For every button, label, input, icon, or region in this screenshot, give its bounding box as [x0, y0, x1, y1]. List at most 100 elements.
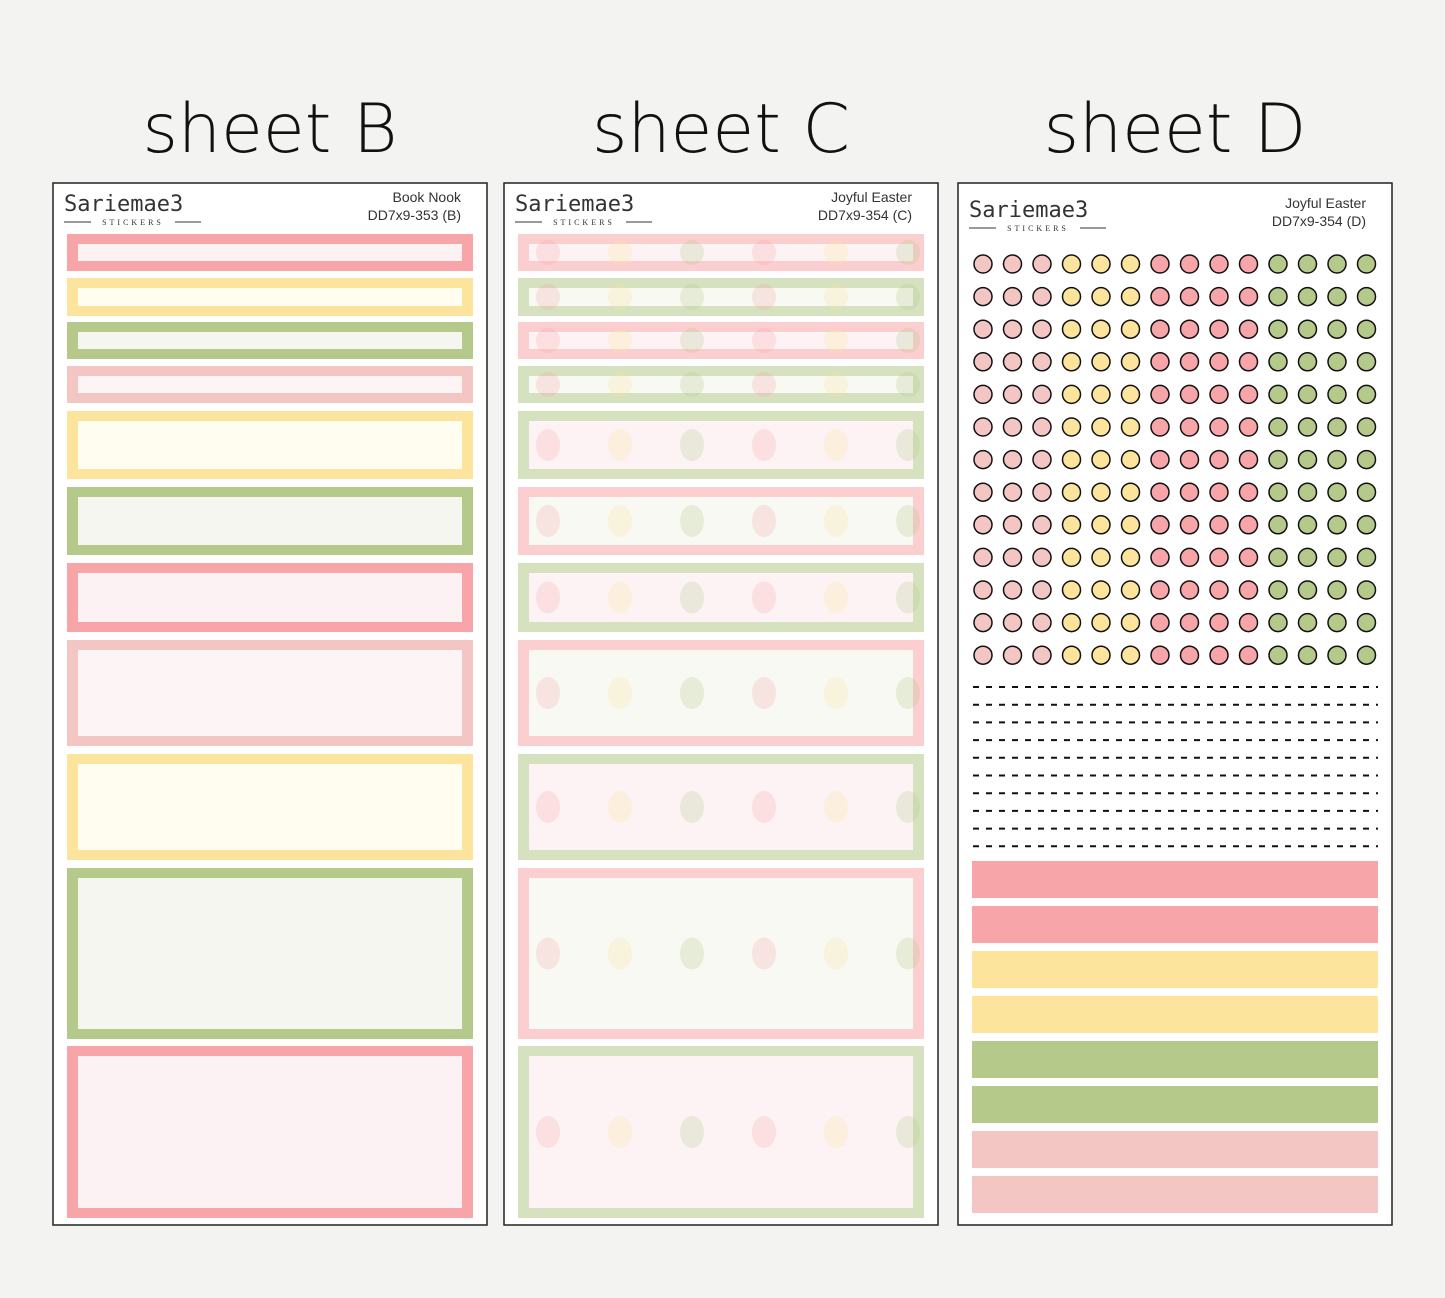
washi-strip [972, 906, 1378, 943]
sticker-box-inner [529, 497, 913, 545]
dot-sticker [1179, 645, 1200, 665]
dot-sticker [1209, 515, 1229, 535]
dot-sticker [973, 612, 993, 633]
sticker-box-inner [529, 764, 913, 850]
dot-sticker [973, 580, 993, 600]
easter-egg [680, 372, 704, 397]
dot-sticker [973, 645, 993, 665]
dot-sticker [1297, 449, 1318, 470]
sticker-box-inner [529, 332, 913, 349]
dot-sticker [1150, 384, 1170, 405]
dot-sticker [1032, 352, 1052, 372]
sticker-box-inner [78, 764, 462, 850]
sheet-code: DD7x9-354 (D) [1272, 213, 1366, 229]
dot-sticker [1120, 384, 1141, 405]
brand-sub: STICKERS [1007, 224, 1069, 233]
dot-sticker [1061, 645, 1082, 665]
easter-egg [608, 284, 632, 310]
washi-strip [972, 996, 1378, 1033]
easter-egg [824, 240, 848, 265]
dot-sticker [1179, 612, 1200, 633]
dot-sticker [1238, 547, 1259, 568]
dot-sticker [1238, 384, 1259, 405]
dot-sticker [1297, 645, 1318, 665]
dot-sticker [1238, 286, 1259, 307]
dot-sticker [1061, 319, 1082, 339]
easter-egg [824, 372, 848, 397]
dot-sticker [1327, 352, 1347, 372]
easter-egg [680, 581, 704, 614]
sticker-box-inner [78, 497, 462, 545]
brand: Sariemae3 [515, 192, 634, 217]
sheet-title: Joyful Easter [831, 189, 912, 205]
dot-sticker [1238, 417, 1259, 437]
dot-sticker [1327, 286, 1347, 307]
sticker-box-inner [78, 332, 462, 349]
dot-sticker [973, 352, 993, 372]
dot-sticker [1061, 286, 1082, 307]
dot-sticker [1209, 417, 1229, 437]
sticker-box-inner [529, 878, 913, 1029]
dot-sticker [973, 319, 993, 339]
sticker-box-inner [529, 650, 913, 736]
easter-egg [680, 240, 704, 265]
dot-sticker [1179, 384, 1200, 405]
dot-sticker [1002, 515, 1023, 535]
sticker-box-inner [78, 1056, 462, 1208]
dot-sticker [1091, 547, 1111, 568]
dot-sticker [1061, 449, 1082, 470]
easter-egg [536, 328, 560, 353]
dot-sticker [1356, 449, 1377, 470]
dot-sticker [1032, 449, 1052, 470]
easter-egg [680, 505, 704, 537]
sticker-box-inner [529, 376, 913, 393]
dot-sticker [1327, 319, 1347, 339]
sticker-box-inner [78, 878, 462, 1029]
dot-sticker [973, 482, 993, 502]
easter-egg [752, 1116, 776, 1148]
dot-sticker [1238, 580, 1259, 600]
dot-sticker [1061, 384, 1082, 405]
easter-egg [608, 429, 632, 461]
dot-sticker [1356, 515, 1377, 535]
easter-egg [680, 937, 704, 970]
dot-sticker [1061, 612, 1082, 633]
sticker-box-inner [78, 573, 462, 622]
dot-sticker [1002, 580, 1023, 600]
dot-sticker [1297, 547, 1318, 568]
easter-egg [608, 937, 632, 970]
dot-sticker [973, 417, 993, 437]
dot-sticker [1091, 417, 1111, 437]
dot-sticker [1327, 449, 1347, 470]
dot-sticker [1002, 645, 1023, 665]
washi-strip [972, 951, 1378, 988]
dot-sticker [1356, 286, 1377, 307]
easter-egg [896, 677, 920, 709]
easter-egg [608, 328, 632, 353]
washi-strip [972, 1176, 1378, 1213]
easter-egg [536, 284, 560, 310]
dot-sticker [1179, 580, 1200, 600]
dot-sticker [1179, 352, 1200, 372]
dot-sticker [1297, 612, 1318, 633]
dot-sticker [1150, 580, 1170, 600]
dot-sticker [1002, 417, 1023, 437]
dot-sticker [1297, 580, 1318, 600]
easter-egg [536, 1116, 560, 1148]
dot-sticker [1209, 645, 1229, 665]
dot-sticker [1356, 319, 1377, 339]
dot-sticker [1179, 286, 1200, 307]
dot-sticker [1150, 286, 1170, 307]
dot-sticker [1327, 580, 1347, 600]
dot-sticker [1002, 254, 1023, 274]
dot-sticker [1120, 482, 1141, 502]
dot-sticker [1091, 580, 1111, 600]
easter-egg [752, 937, 776, 970]
dot-sticker [1209, 384, 1229, 405]
dot-sticker [1032, 254, 1052, 274]
easter-egg [752, 677, 776, 709]
dot-sticker [973, 449, 993, 470]
